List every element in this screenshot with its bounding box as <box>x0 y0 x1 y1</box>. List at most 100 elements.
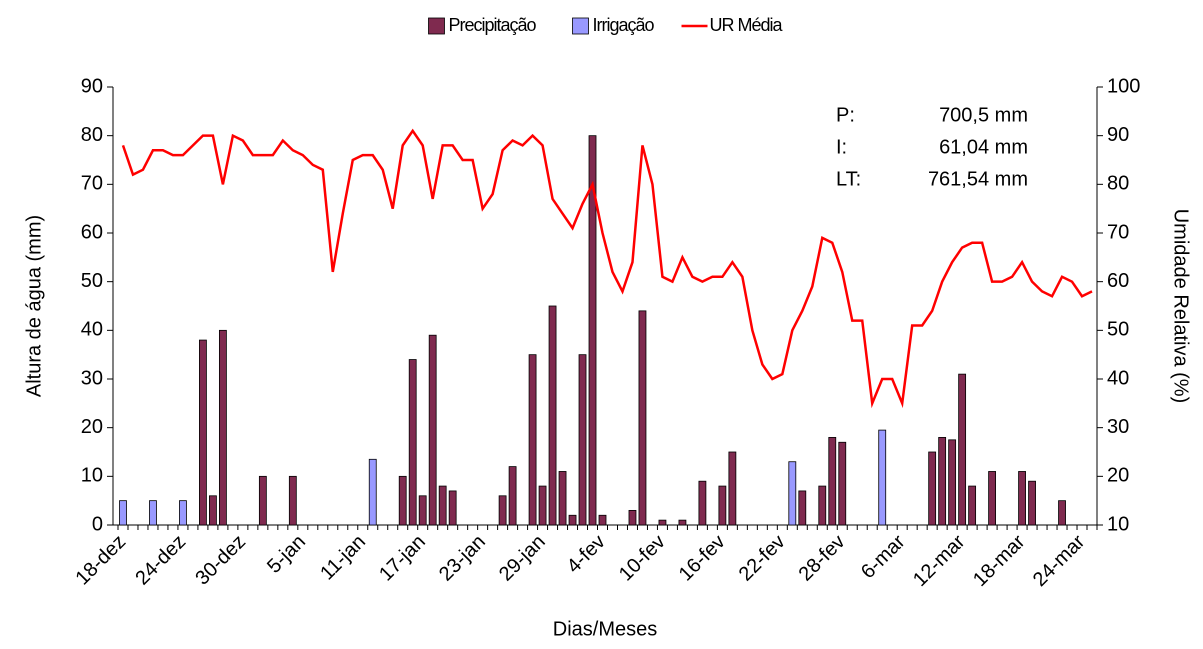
annotation-label: P: <box>836 104 855 126</box>
y-tick-label: 70 <box>81 173 103 195</box>
line <box>121 128 1093 409</box>
bar <box>628 509 637 526</box>
bar <box>658 519 667 526</box>
bar <box>958 373 967 526</box>
bar <box>698 480 707 526</box>
x-tick-label: 24-dez <box>131 531 190 590</box>
bar <box>588 135 597 526</box>
y-tick-label: 50 <box>81 270 103 292</box>
bar <box>218 329 227 526</box>
legend-label: Precipitação <box>449 15 537 35</box>
bar <box>988 471 997 526</box>
x-axis-title: Dias/Meses <box>553 618 657 640</box>
bar <box>448 490 457 526</box>
y-tick-label: 20 <box>81 416 103 438</box>
bar <box>838 441 847 526</box>
bar <box>498 495 507 526</box>
bar <box>418 495 427 526</box>
bar <box>678 519 687 526</box>
y2-tick-label: 80 <box>1107 173 1129 195</box>
bar <box>568 514 577 526</box>
annotation-text: 61,04 mm <box>939 136 1028 158</box>
bar <box>948 439 957 526</box>
bar <box>1058 500 1066 526</box>
bar <box>938 436 947 526</box>
y-tick-label: 90 <box>81 75 103 97</box>
bar <box>199 339 207 526</box>
y2-tick-label: 40 <box>1107 367 1129 389</box>
bar <box>258 475 267 526</box>
y-tick-label: 0 <box>92 513 103 535</box>
bar <box>438 485 447 526</box>
y-tick-label: 30 <box>81 367 103 389</box>
x-tick-label: 28-fev <box>795 531 850 586</box>
bar <box>638 310 647 526</box>
bar <box>179 500 187 526</box>
y2-tick-label: 10 <box>1107 513 1129 535</box>
x-tick-label: 30-dez <box>191 531 250 590</box>
bar <box>728 451 737 526</box>
y2-tick-label: 90 <box>1107 124 1129 146</box>
annotation-text: 700,5 mm <box>939 104 1028 126</box>
x-tick-label: 4-fev <box>563 531 610 578</box>
bar <box>798 490 807 526</box>
x-tick-label: 22-fev <box>735 531 790 586</box>
bar <box>558 471 567 526</box>
bar <box>788 461 797 526</box>
y2-tick-label: 60 <box>1107 270 1129 292</box>
bar <box>119 500 127 526</box>
y-axis-title: Altura de água (mm) <box>23 215 45 397</box>
x-tick-label: 18-dez <box>71 531 130 590</box>
bar <box>398 475 407 526</box>
bar <box>428 334 437 526</box>
legend-label: Irrigação <box>593 15 655 35</box>
bar <box>408 359 417 526</box>
y2-tick-label: 100 <box>1107 75 1140 97</box>
bar <box>288 475 297 526</box>
bar <box>828 436 837 526</box>
y2-tick-label: 20 <box>1107 465 1129 487</box>
bar <box>928 451 937 526</box>
bar <box>578 354 587 526</box>
y2-tick-label: 70 <box>1107 221 1129 243</box>
bar <box>209 495 217 526</box>
y2-tick-label: 30 <box>1107 416 1129 438</box>
x-tick-label: 18-mar <box>969 530 1030 591</box>
x-tick-label: 11-jan <box>316 531 370 585</box>
bar <box>878 429 887 526</box>
y-tick-label: 40 <box>81 319 103 341</box>
annotation-label: LT: <box>836 168 861 190</box>
bar <box>528 354 537 526</box>
x-tick-label: 23-jan <box>435 531 490 586</box>
x-tick-label: 10-fev <box>615 531 670 586</box>
bar <box>149 500 157 526</box>
x-tick-label: 5-jan <box>263 531 310 578</box>
y-tick-label: 60 <box>81 221 103 243</box>
y2-axis-title: Umidade Relativa (%) <box>1170 209 1192 404</box>
bar <box>968 485 977 526</box>
bar <box>598 514 607 526</box>
x-tick-label: 24-mar <box>1029 530 1090 591</box>
bar <box>508 466 517 526</box>
bar <box>1028 480 1036 526</box>
y-tick-label: 80 <box>81 124 103 146</box>
bar <box>538 485 547 526</box>
x-tick-label: 16-fev <box>675 531 730 586</box>
bar <box>818 485 827 526</box>
bar <box>548 305 557 526</box>
bar <box>718 485 727 526</box>
legend-swatch <box>572 17 589 35</box>
annotation-text: 761,54 mm <box>928 168 1028 190</box>
x-tick-label: 29-jan <box>495 531 550 586</box>
annotation-label: I: <box>836 136 847 158</box>
legend-swatch <box>428 17 445 35</box>
x-tick-label: 6-mar <box>857 530 910 583</box>
x-tick-label: 17-jan <box>375 531 430 586</box>
y-tick-label: 10 <box>81 465 103 487</box>
x-tick-label: 12-mar <box>909 530 970 591</box>
legend-label: UR Média <box>710 15 784 35</box>
bar <box>1018 471 1026 526</box>
bar <box>368 458 377 526</box>
y2-tick-label: 50 <box>1107 319 1129 341</box>
